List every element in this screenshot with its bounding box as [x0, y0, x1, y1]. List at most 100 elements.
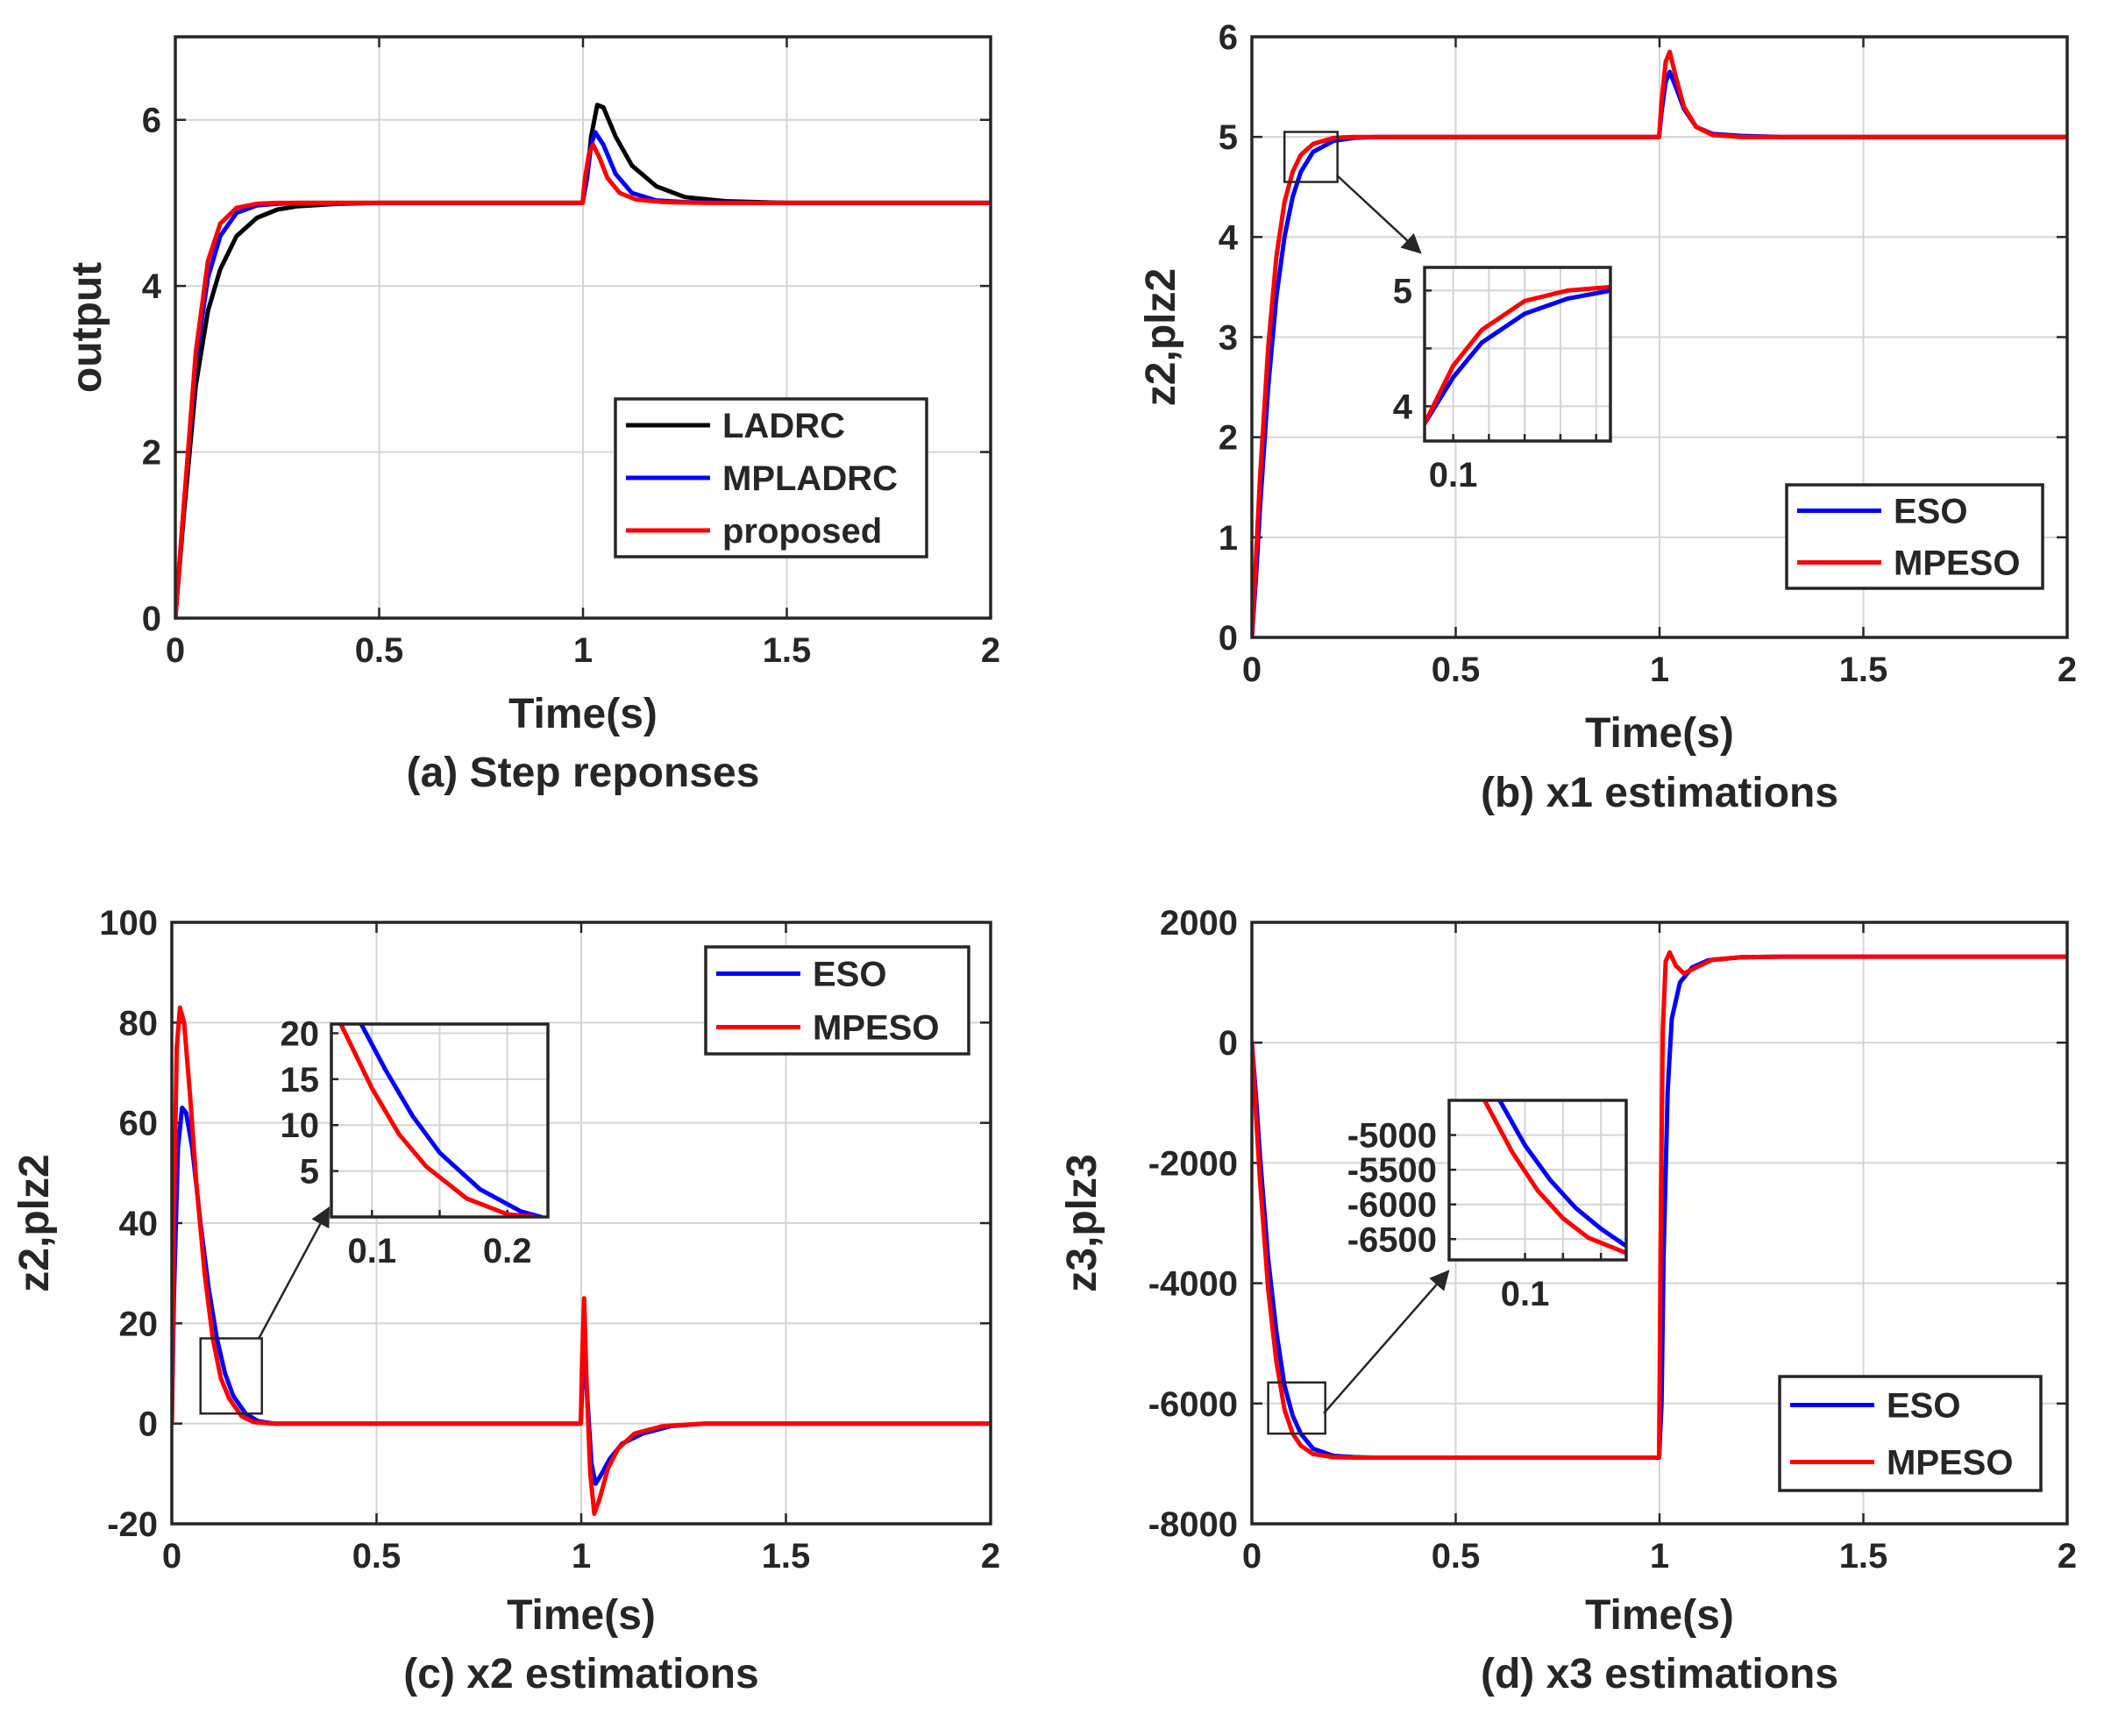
inset-b-series-mpeso	[1425, 284, 1610, 426]
x-tick-label: 1.5	[762, 1537, 811, 1576]
legend-d: ESO MPESO	[1778, 1375, 2043, 1492]
subfigure-caption: (d) x3 estimations	[1481, 1651, 1838, 1697]
x-tick-label: 1.5	[1839, 651, 1888, 689]
y-axis-label: z2,plz2	[11, 1154, 58, 1291]
inset-y-tick-label: -5000	[1347, 1117, 1437, 1156]
y-tick-label: 0	[1219, 619, 1238, 658]
chart-c-series-mpeso	[172, 1005, 991, 1517]
x-tick-label: 0	[1242, 651, 1262, 689]
y-tick-label: 4	[142, 267, 162, 306]
inset-d-series-eso	[1497, 1100, 1626, 1249]
zoom-arrow	[1323, 1270, 1450, 1414]
zoom-region-box	[199, 1337, 263, 1415]
legend-label-proposed: proposed	[722, 512, 882, 551]
legend-label-mpeso: MPESO	[1887, 1444, 2013, 1483]
axes-frame	[1250, 921, 2069, 1526]
axes-frame	[1250, 35, 2069, 639]
x-tick-label: 0.5	[352, 1537, 402, 1576]
y-tick-label: -6000	[1148, 1385, 1238, 1424]
axes-frame	[170, 921, 992, 1526]
zoom-region-box	[1283, 131, 1339, 183]
inset-c-series-mpeso	[338, 1024, 537, 1217]
x-tick-label: 0.5	[355, 631, 404, 670]
legend-a: LADRC MPLADRC proposed	[614, 397, 928, 559]
zoom-region-box	[1267, 1381, 1326, 1435]
legend-label-ladrc: LADRC	[722, 407, 845, 445]
x-tick-label: 1.5	[1839, 1537, 1888, 1576]
subfigure-caption: (b) x1 estimations	[1481, 770, 1838, 816]
inset-x-tick-label: 0.1	[348, 1232, 397, 1270]
inset-y-tick-label: 10	[281, 1106, 320, 1145]
inset-y-tick-label: 5	[1393, 272, 1412, 310]
inset-frame	[330, 1022, 550, 1219]
y-tick-label: 0	[1219, 1024, 1238, 1063]
x-tick-label: 2	[981, 631, 1000, 670]
subfigure-caption: (c) x2 estimations	[403, 1651, 758, 1697]
y-tick-label: -20	[107, 1505, 158, 1544]
x-tick-label: 1	[1650, 1537, 1669, 1576]
legend-label-eso: ESO	[1887, 1387, 1960, 1426]
legend-box	[1785, 483, 2044, 590]
y-axis-label: z3,plz3	[1059, 1154, 1105, 1291]
x-tick-label: 0.5	[1432, 1537, 1481, 1576]
y-tick-label: 5	[1219, 118, 1238, 157]
y-tick-label: 3	[1219, 319, 1238, 358]
inset-frame	[1447, 1099, 1628, 1262]
y-tick-label: 2	[142, 434, 161, 473]
legend-label-eso: ESO	[1894, 493, 1967, 531]
x-axis-label: Time(s)	[1585, 710, 1734, 757]
zoom-arrow	[257, 1206, 331, 1340]
x-axis-label: Time(s)	[1585, 1592, 1734, 1639]
chart-d: 0 0.5 1 1.5 2 -8000 -6000 -4000 -2000 0 2000 0.1 -50…	[1059, 904, 2077, 1697]
x-tick-label: 0	[166, 631, 185, 670]
y-tick-label: -4000	[1148, 1265, 1238, 1304]
legend-box	[704, 945, 970, 1056]
y-tick-label: 4	[1219, 218, 1239, 257]
x-tick-label: 2	[981, 1537, 1000, 1576]
y-tick-label: 2000	[1160, 904, 1238, 943]
x-tick-label: 2	[2058, 1537, 2077, 1576]
inset-area	[1449, 1100, 1626, 1260]
y-tick-label: 6	[142, 102, 161, 140]
y-axis-label: z2,plz2	[1138, 268, 1184, 406]
inset-y-tick-label: 20	[281, 1014, 320, 1053]
legend-label-mpladrc: MPLADRC	[722, 459, 898, 498]
x-tick-label: 0	[162, 1537, 181, 1576]
axes-frame	[174, 35, 992, 620]
inset-y-tick-label: -5500	[1347, 1151, 1437, 1190]
x-tick-label: 1	[572, 1537, 591, 1576]
x-tick-label: 1.5	[763, 631, 812, 670]
legend-box	[1778, 1375, 2043, 1492]
y-tick-label: -2000	[1148, 1144, 1238, 1183]
legend-c: ESO MPESO	[704, 945, 970, 1056]
inset-y-tick-label: 15	[281, 1061, 320, 1099]
y-tick-label: 100	[99, 904, 158, 943]
inset-b: 0.1 4 5	[1393, 266, 1612, 494]
chart-b-series-mpeso	[1252, 49, 2067, 637]
x-axis-label: Time(s)	[508, 691, 658, 737]
inset-c: 0.1 0.2 5 10 15 20	[281, 1014, 550, 1270]
inset-frame	[1423, 266, 1612, 443]
inset-y-tick-label: -6500	[1347, 1220, 1437, 1259]
x-tick-label: 1	[1650, 651, 1669, 689]
legend-label-mpeso: MPESO	[1894, 544, 2020, 583]
y-axis-label: output	[64, 262, 110, 393]
inset-d-series-mpeso	[1482, 1100, 1626, 1256]
y-tick-label: 60	[119, 1105, 159, 1143]
subfigure-caption: (a) Step reponses	[407, 750, 760, 796]
y-tick-label: 0	[142, 600, 161, 638]
inset-x-tick-label: 0.2	[483, 1232, 532, 1270]
zoom-arrow	[1336, 174, 1422, 254]
legend-label-mpeso: MPESO	[813, 1009, 939, 1048]
x-tick-label: 2	[2058, 651, 2077, 689]
chart-a: 0 0.5 1 1.5 2 0 2 4 6 LADRC MPLADRC proposed Time(s)…	[64, 35, 1000, 796]
y-tick-label: -8000	[1148, 1505, 1238, 1544]
y-tick-label: 6	[1219, 18, 1238, 57]
x-tick-label: 1	[573, 631, 593, 670]
x-axis-label: Time(s)	[507, 1592, 656, 1639]
inset-y-tick-label: -6000	[1347, 1186, 1437, 1225]
chart-a-series-proposed	[175, 142, 991, 618]
inset-y-tick-label: 5	[300, 1153, 319, 1192]
inset-x-tick-label: 0.1	[1501, 1275, 1550, 1313]
